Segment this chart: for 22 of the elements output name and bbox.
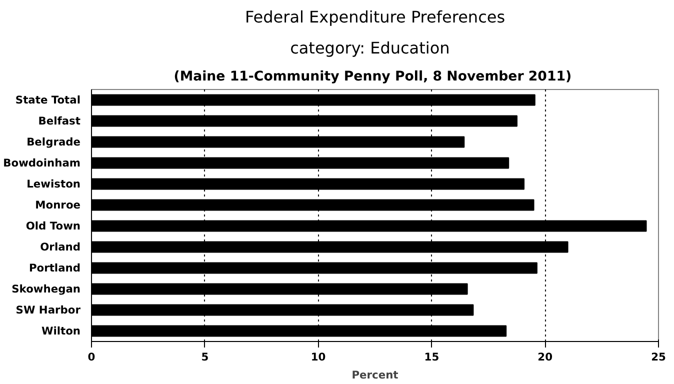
- y-tick-label: Bowdoinham: [3, 156, 81, 170]
- y-tick-label: Wilton: [41, 324, 80, 338]
- y-tick-label: Portland: [28, 262, 81, 274]
- text: (Maine 11-Community Penny Poll, 8 November 2011): [174, 70, 572, 84]
- x-tick-label: 5: [201, 350, 209, 364]
- x-tick-label: 0: [88, 350, 96, 364]
- y-tick-label: Monroe: [35, 198, 81, 212]
- y-tick-label: Belfast: [38, 114, 81, 128]
- chart-subtitle: category: Education: [290, 38, 450, 58]
- y-tick-label: Old Town: [26, 220, 80, 232]
- y-tick-label: Orland: [40, 240, 81, 254]
- y-tick-label: Skowhegan: [12, 282, 81, 296]
- chart-title: Federal Expenditure Preferences: [244, 8, 506, 26]
- y-tick-label: State Total: [15, 94, 81, 106]
- x-axis-title: Percent: [352, 368, 398, 382]
- x-tick-label: 15: [424, 350, 440, 364]
- x-tick-label: 20: [538, 350, 553, 364]
- y-tick-label: Belgrade: [26, 136, 81, 148]
- y-tick-label: Lewiston: [26, 178, 80, 190]
- y-tick-label: SW Harbor: [16, 304, 82, 316]
- x-tick-label: 25: [651, 350, 666, 364]
- x-tick-label: 10: [310, 350, 326, 364]
